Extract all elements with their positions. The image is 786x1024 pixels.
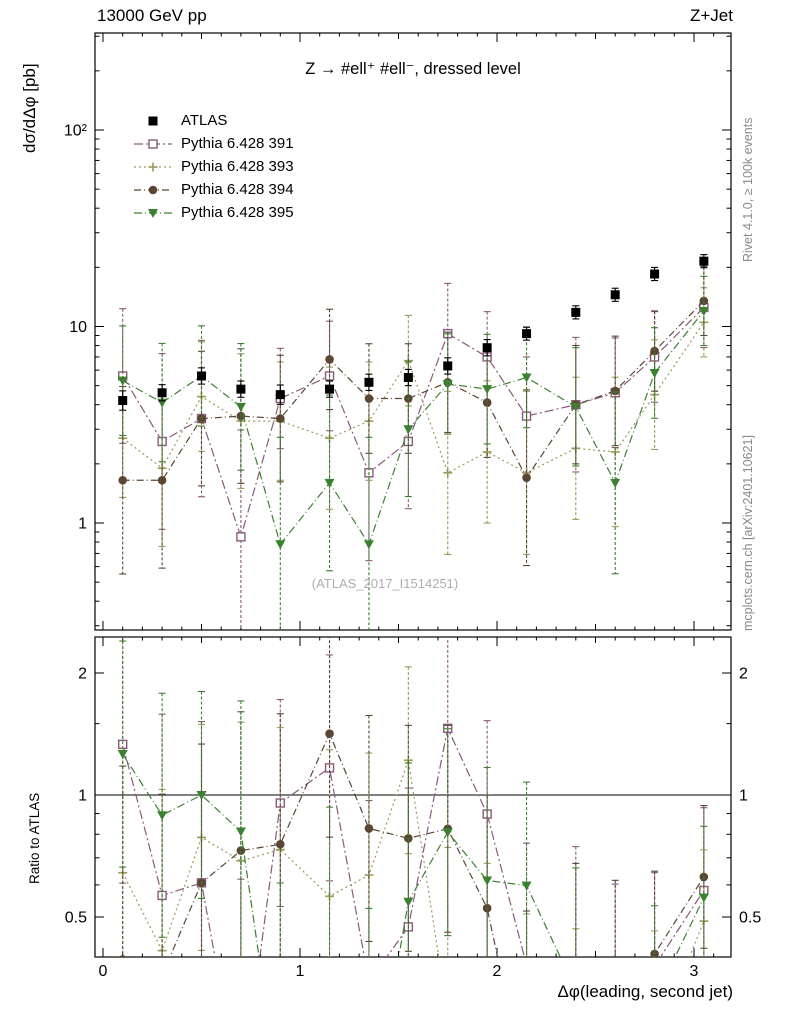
mcplots-credit-note: mcplots.cern.ch [arXiv:2401.10621] <box>741 435 755 631</box>
series-pythia-6-428-391-ratio <box>117 637 709 957</box>
legend-label: ATLAS <box>181 112 228 129</box>
x-axis-label: Δφ(leading, second jet) <box>557 982 733 1001</box>
svg-text:2: 2 <box>493 963 502 980</box>
analysis-id-watermark: (ATLAS_2017_I1514251) <box>311 576 459 591</box>
series-pythia-6-428-395-ratio <box>117 640 709 957</box>
svg-text:1: 1 <box>296 963 305 980</box>
tick-labels: 0 1 2 3 1 10 10² 2 2 1 1 0.5 0.5 <box>64 123 761 981</box>
svg-text:2: 2 <box>739 665 748 682</box>
beam-energy-label: 13000 GeV pp <box>97 6 207 25</box>
ratio-panel-frame <box>94 636 732 958</box>
series-pythia-6-428-395-main <box>117 275 709 630</box>
legend-label: Pythia 6.428 393 <box>181 158 294 175</box>
process-annotation: Z → #ell⁺ #ell⁻, dressed level <box>305 60 521 78</box>
svg-text:0: 0 <box>99 963 108 980</box>
svg-text:1: 1 <box>78 788 87 805</box>
series-pythia-6-428-394-main <box>118 265 709 575</box>
legend-item-pythia-393: Pythia 6.428 393 <box>133 155 294 178</box>
series-atlas-main <box>118 254 709 411</box>
legend-item-pythia-395: Pythia 6.428 395 <box>133 201 294 224</box>
series-pythia-6-428-393-ratio <box>118 666 709 957</box>
svg-text:10²: 10² <box>64 123 88 140</box>
series-pythia-6-428-393-main <box>118 287 709 555</box>
svg-text:2: 2 <box>78 665 87 682</box>
svg-text:1: 1 <box>78 516 87 533</box>
y-axis-label-ratio: Ratio to ATLAS <box>27 792 42 884</box>
pythia-393-marker-icon <box>133 159 173 175</box>
svg-text:0.5: 0.5 <box>65 910 87 927</box>
legend-item-atlas: ATLAS <box>133 109 294 132</box>
y-axis-label-main: dσ/dΔφ [pb] <box>20 63 39 153</box>
process-label: Z+Jet <box>690 6 733 25</box>
pythia-394-marker-icon <box>133 182 173 198</box>
atlas-marker-icon <box>133 113 173 129</box>
series-pythia-6-428-394-ratio <box>119 637 709 957</box>
svg-text:10: 10 <box>69 319 87 336</box>
pythia-395-marker-icon <box>133 205 173 221</box>
legend-item-pythia-394: Pythia 6.428 394 <box>133 178 294 201</box>
svg-text:3: 3 <box>690 963 699 980</box>
legend-label: Pythia 6.428 394 <box>181 181 294 198</box>
legend-label: Pythia 6.428 395 <box>181 204 294 221</box>
legend: ATLAS Pythia 6.428 391 Pythia 6.428 393 … <box>133 109 294 224</box>
main-panel-frame <box>94 32 732 631</box>
svg-text:1: 1 <box>739 788 748 805</box>
svg-text:0.5: 0.5 <box>739 910 761 927</box>
legend-item-pythia-391: Pythia 6.428 391 <box>133 132 294 155</box>
legend-label: Pythia 6.428 391 <box>181 135 294 152</box>
rivet-version-note: Rivet 4.1.0, ≥ 100k events <box>741 117 755 262</box>
pythia-391-marker-icon <box>133 136 173 152</box>
